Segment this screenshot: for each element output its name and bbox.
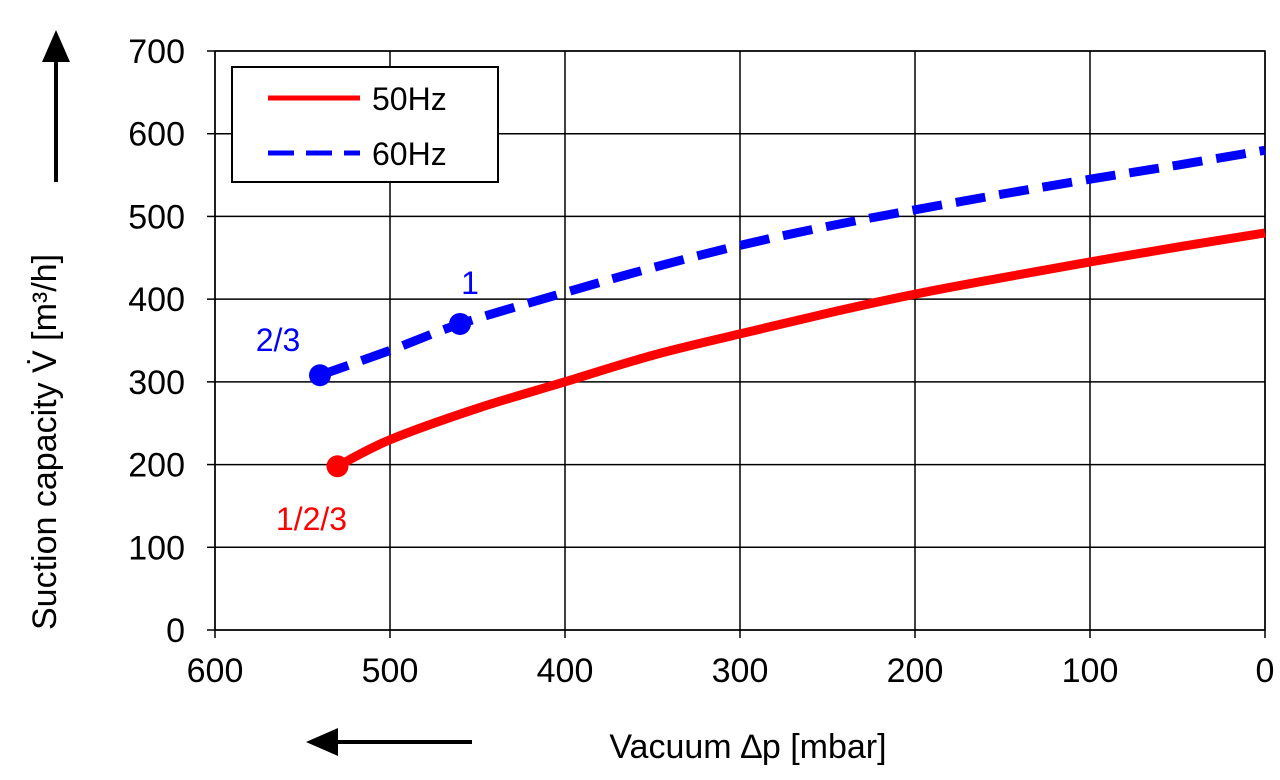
legend-label-60hz: 60Hz (372, 136, 447, 172)
y-axis-title: Suction capacity V̇ [m³/h] (26, 254, 64, 630)
y-axis-direction-arrow (42, 30, 70, 182)
y-tick-label: 600 (128, 116, 185, 154)
operating-point-label: 1/2/3 (276, 501, 347, 537)
operating-point-label: 2/3 (256, 322, 300, 358)
y-tick-label: 400 (128, 281, 185, 319)
y-tick-label: 200 (128, 447, 185, 485)
legend-label-50hz: 50Hz (372, 81, 447, 117)
x-tick-label: 300 (712, 652, 769, 690)
y-tick-label: 300 (128, 364, 185, 402)
grid (214, 50, 1266, 631)
x-tick-label: 0 (1256, 652, 1275, 690)
x-tick-label: 500 (362, 652, 419, 690)
x-tick-label: 100 (1062, 652, 1119, 690)
series-line-50hz (335, 228, 1266, 471)
y-tick-label: 100 (128, 529, 185, 567)
x-axis-direction-arrow (306, 728, 472, 756)
x-tick-label: 400 (537, 652, 594, 690)
markers-layer: 1/2/3 2/3 1 (256, 265, 479, 537)
y-tick-label: 0 (166, 612, 185, 650)
series-layer (318, 145, 1266, 471)
operating-point-marker (326, 455, 349, 478)
operating-point-marker (309, 364, 331, 387)
operating-point-label: 1 (461, 265, 479, 301)
operating-point-marker (449, 312, 471, 335)
x-axis-ticks: 600 500 400 300 200 100 0 (187, 630, 1275, 690)
x-axis-title: Vacuum ∆p [mbar] (609, 728, 886, 766)
legend: 50Hz 60Hz (231, 66, 499, 183)
x-tick-label: 200 (887, 652, 944, 690)
x-tick-label: 600 (187, 652, 244, 690)
legend-box (231, 66, 499, 183)
y-tick-label: 500 (128, 198, 185, 236)
series-line-60hz (318, 145, 1266, 380)
y-axis-ticks: 0 100 200 300 400 500 600 700 (128, 33, 215, 650)
y-tick-label: 700 (128, 33, 185, 71)
